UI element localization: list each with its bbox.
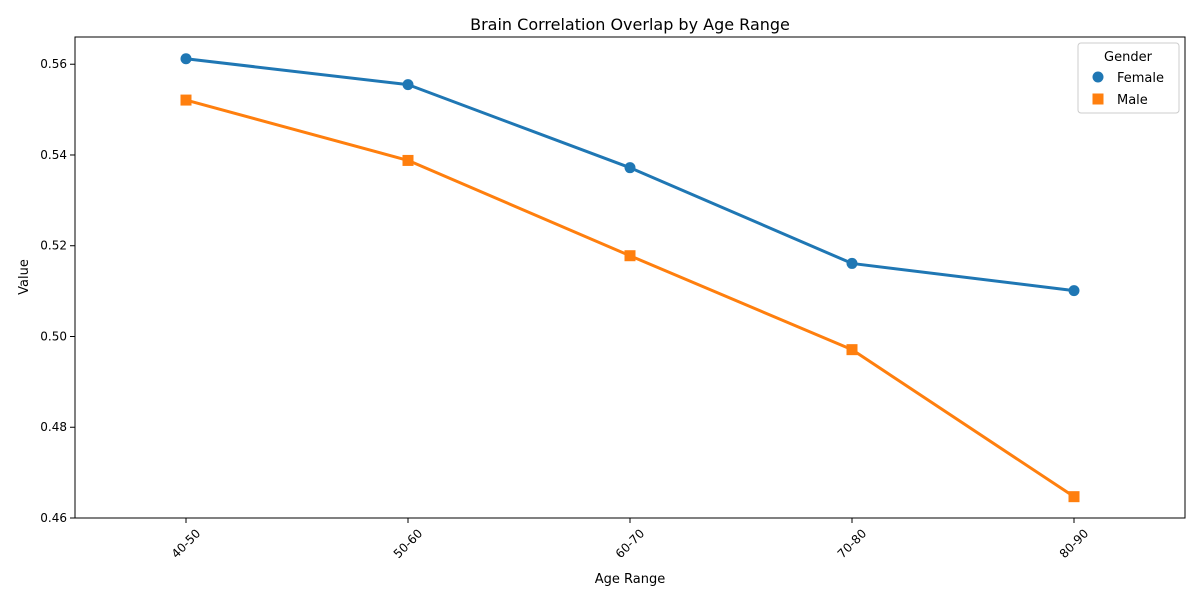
legend-title: Gender — [1104, 50, 1153, 65]
data-point-male — [402, 154, 414, 166]
y-tick-label: 0.46 — [40, 511, 67, 525]
x-tick-label: 80-90 — [1057, 526, 1092, 561]
legend-marker-male — [1092, 93, 1104, 105]
data-point-male — [180, 94, 192, 106]
data-point-male — [1068, 491, 1080, 503]
x-tick-label: 40-50 — [169, 526, 204, 561]
y-tick-label: 0.54 — [40, 148, 67, 162]
legend: Gender Female Male — [1077, 42, 1180, 114]
data-point-male — [624, 250, 636, 262]
y-tick-label: 0.56 — [40, 57, 67, 71]
series-line-male — [184, 98, 1076, 499]
x-axis-label: Age Range — [595, 572, 665, 587]
legend-label-male: Male — [1117, 93, 1148, 108]
plot-frame — [74, 36, 1186, 519]
y-tick-label: 0.50 — [40, 329, 67, 343]
data-point-female — [1068, 285, 1080, 297]
y-tick-label: 0.48 — [40, 420, 67, 434]
x-tick-label: 70-80 — [835, 526, 870, 561]
y-tick-label: 0.52 — [40, 239, 67, 253]
legend-label-female: Female — [1117, 71, 1164, 86]
chart-title: Brain Correlation Overlap by Age Range — [470, 15, 790, 34]
legend-marker-female — [1092, 71, 1104, 83]
data-point-female — [846, 257, 858, 269]
data-point-male — [846, 344, 858, 356]
x-tick-label: 50-60 — [391, 526, 426, 561]
y-axis-label: Value — [17, 259, 32, 295]
data-point-female — [402, 79, 414, 91]
x-tick-label: 60-70 — [613, 526, 648, 561]
data-point-female — [624, 162, 636, 174]
data-point-female — [180, 53, 192, 65]
